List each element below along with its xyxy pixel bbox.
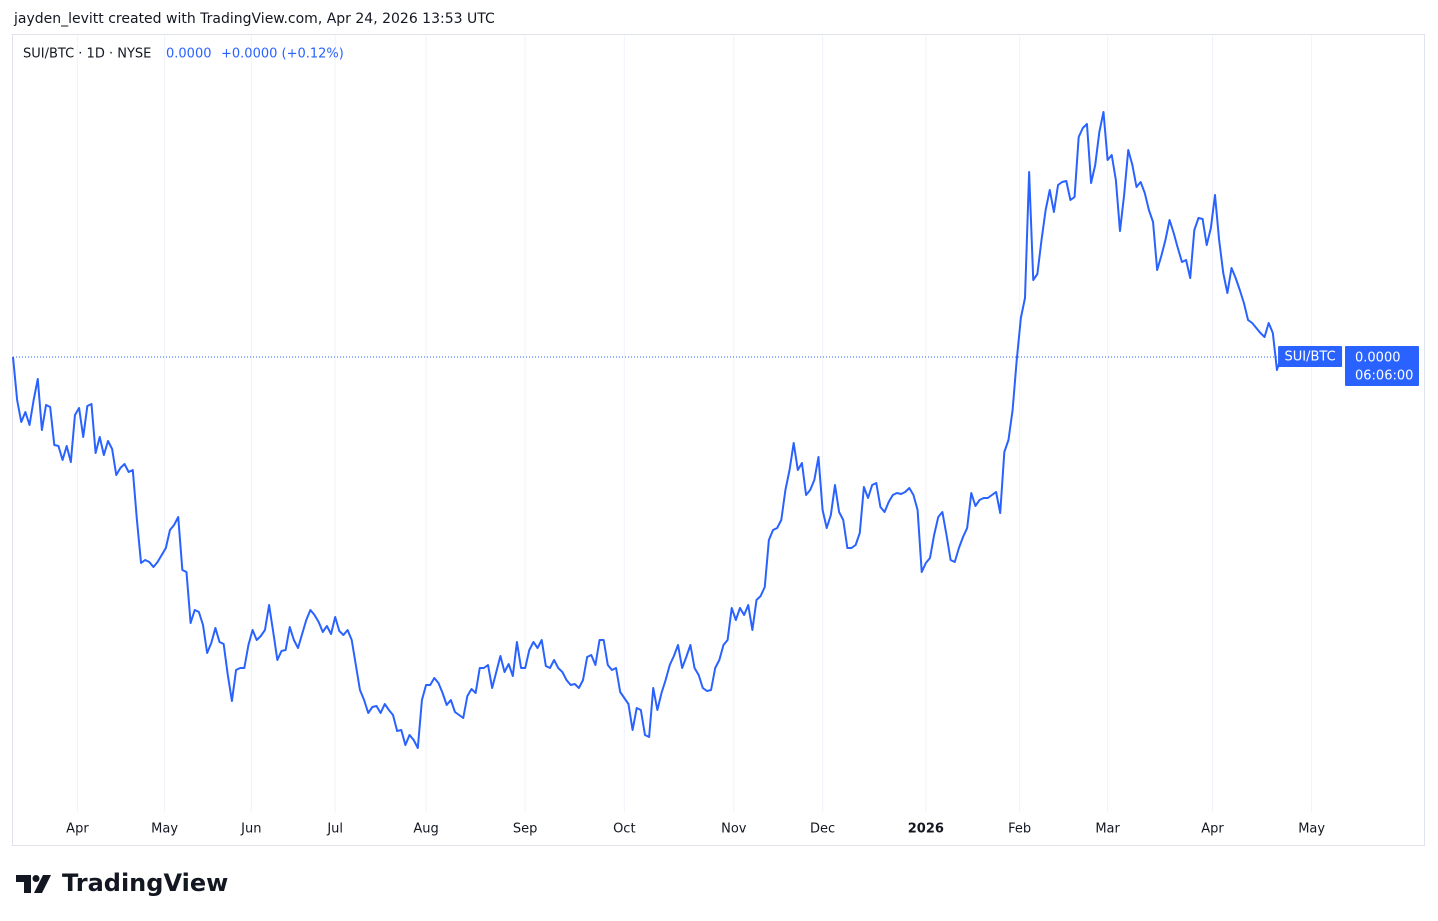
symbol-info: SUI/BTC · 1D · NYSE bbox=[23, 47, 151, 62]
price-tag: 0.0000 bbox=[1355, 351, 1401, 366]
x-tick-label: Apr bbox=[1201, 822, 1224, 837]
x-tick-label: Mar bbox=[1095, 822, 1120, 837]
price-line bbox=[12, 111, 1283, 749]
x-tick-label: Dec bbox=[810, 822, 835, 837]
x-tick-label: 2026 bbox=[908, 822, 944, 837]
price-tag-bg bbox=[1345, 346, 1419, 386]
price-change: +0.0000 (+0.12%) bbox=[221, 47, 344, 62]
x-tick-label: Sep bbox=[513, 822, 538, 837]
x-tick-label: Aug bbox=[413, 822, 438, 837]
countdown-tag: 06:06:00 bbox=[1355, 369, 1413, 384]
credit: jayden_levitt created with TradingView.c… bbox=[13, 11, 495, 27]
x-tick-label: Nov bbox=[721, 822, 747, 837]
chart-frame bbox=[12, 34, 1425, 846]
brand-logo: TradingView bbox=[16, 869, 228, 897]
x-tick-label: Jul bbox=[326, 822, 343, 837]
x-tick-label: May bbox=[151, 822, 178, 837]
x-tick-label: Apr bbox=[66, 822, 89, 837]
x-tick-label: Jun bbox=[240, 822, 261, 837]
x-tick-label: Oct bbox=[613, 822, 635, 837]
last-price: 0.0000 bbox=[166, 47, 212, 62]
symbol-tag: SUI/BTC bbox=[1285, 350, 1336, 365]
x-tick-label: May bbox=[1298, 822, 1325, 837]
x-tick-label: Feb bbox=[1008, 822, 1031, 837]
symbol-tag-bg bbox=[1278, 346, 1343, 367]
brand-name: TradingView bbox=[62, 869, 228, 897]
